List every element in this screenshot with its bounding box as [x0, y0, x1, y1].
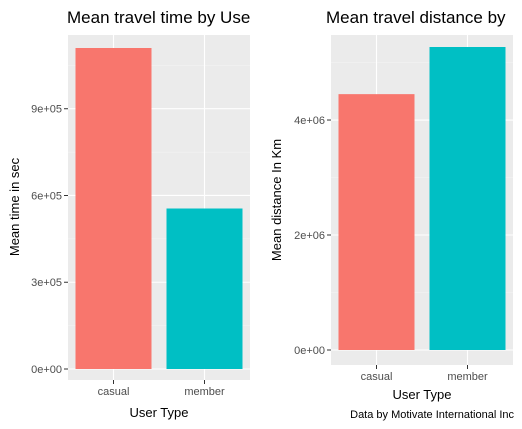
y-tick-label: 6e+05 — [31, 190, 62, 202]
y-tick-label: 2e+06 — [294, 230, 325, 242]
y-tick-label: 4e+06 — [294, 115, 325, 127]
bar-member — [429, 47, 506, 350]
chart-right: Mean travel distance by 0e+002e+064e+06 … — [269, 8, 514, 421]
chart-title: Mean travel time by Use — [67, 8, 250, 27]
bar-member — [166, 208, 243, 369]
bar-casual — [338, 94, 415, 350]
x-tick-label: casual — [98, 386, 130, 398]
y-tick-label: 9e+05 — [31, 104, 62, 116]
y-tick-label: 0e+00 — [31, 364, 62, 376]
x-axis-title: User Type — [392, 387, 451, 402]
chart-title: Mean travel distance by — [326, 8, 506, 27]
bar-casual — [75, 48, 152, 369]
chart-left: Mean travel time by Use 0e+00 3e+05 6e+05 9… — [7, 8, 250, 420]
y-tick-label: 3e+05 — [31, 277, 62, 289]
x-tick-label: casual — [361, 371, 393, 383]
y-axis-title: Mean time in sec — [7, 157, 22, 256]
y-axis-title: Mean distance In Km — [269, 139, 284, 261]
y-tick-label: 0e+00 — [294, 345, 325, 357]
x-axis-title: User Type — [129, 405, 188, 420]
x-tick-label: member — [184, 386, 225, 398]
x-tick-label: member — [447, 371, 488, 383]
chart-caption: Data by Motivate International Inc — [350, 409, 514, 421]
